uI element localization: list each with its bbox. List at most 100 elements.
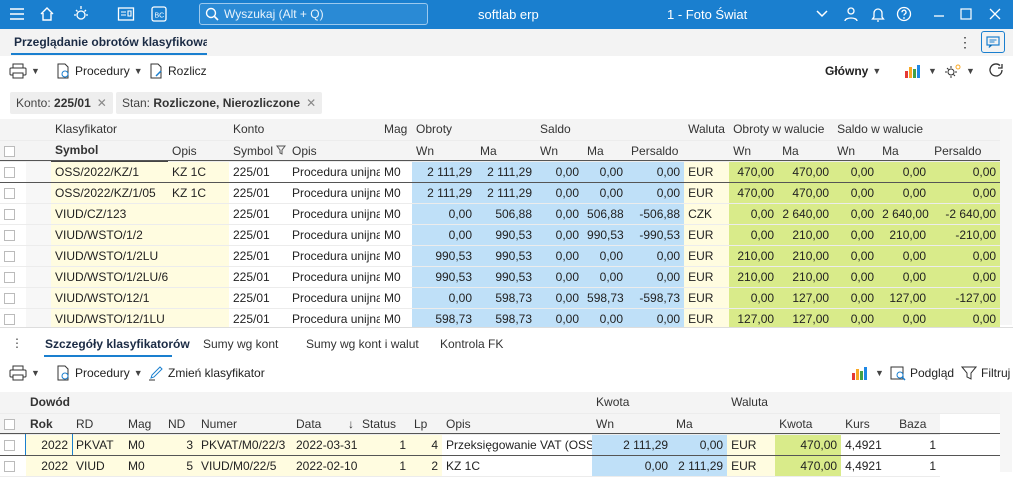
table-row[interactable]: VIUD/WSTO/1/2LU 225/01 Procedura unijna M0 9… [0, 245, 1001, 267]
table-row[interactable]: VIUD/WSTO/12/1 225/01 Procedura unijna M0 0,… [0, 287, 1001, 309]
filter-chip-stan[interactable]: Stan: Rozliczone, Nierozliczone ✕ [116, 92, 323, 114]
column-header[interactable]: Ma [672, 413, 728, 435]
column-header[interactable]: Persaldo [930, 140, 1001, 162]
column-header[interactable] [684, 140, 730, 162]
news-icon[interactable] [115, 4, 137, 24]
row-checkbox[interactable] [0, 287, 26, 309]
column-header[interactable]: Kurs [841, 413, 896, 435]
column-header[interactable]: ND [164, 413, 197, 435]
tab-sumy-wg-kont[interactable]: Sumy wg kont [203, 337, 279, 351]
table-row[interactable]: 2022 PKVAT M0 3 PKVAT/M0/22/3 2022-03-31 1 4 Prz… [0, 433, 1002, 456]
remove-filter-icon[interactable]: ✕ [306, 96, 317, 110]
filter-button[interactable]: Filtruj [961, 365, 1010, 381]
refresh-button[interactable] [987, 62, 1005, 80]
column-header[interactable]: Kwota [775, 413, 842, 435]
tab-szczegoly-klasyfikatorow[interactable]: Szczegóły klasyfikatorów [45, 337, 190, 351]
column-header[interactable]: Wn [833, 140, 879, 162]
column-header[interactable]: Opis [442, 413, 593, 435]
close-icon[interactable] [984, 4, 1006, 24]
filter-chip-konto[interactable]: Konto: 225/01 ✕ [10, 92, 113, 114]
sort-arrow-icon[interactable]: ↓ [348, 416, 354, 431]
table-row[interactable]: VIUD/CZ/123 225/01 Procedura unijna M0 0,00 5… [0, 203, 1001, 225]
column-header[interactable]: Ma [778, 140, 834, 162]
more-options-icon[interactable]: ⋮ [958, 34, 972, 50]
column-header[interactable]: Lp [410, 413, 442, 435]
chevron-down-icon[interactable] [811, 4, 833, 24]
view-selector[interactable]: Główny ▼ [825, 64, 881, 78]
table-cell: 0,00 [592, 455, 673, 477]
settings-button[interactable]: ▼ [944, 63, 975, 79]
row-checkbox[interactable] [0, 266, 26, 288]
home-icon[interactable] [36, 4, 58, 24]
bc-icon[interactable]: BC [148, 4, 170, 24]
column-header[interactable]: Symbol [51, 140, 168, 162]
table-cell: 0,00 [536, 287, 584, 309]
column-header[interactable]: Data ↓ [292, 413, 358, 435]
column-header[interactable] [380, 140, 413, 162]
table-row[interactable]: VIUD/WSTO/1/2 225/01 Procedura unijna M0 0,0… [0, 224, 1001, 246]
print-button[interactable]: ▼ [9, 63, 40, 79]
select-all-checkbox[interactable] [0, 140, 26, 162]
print-button[interactable]: ▼ [9, 365, 40, 381]
user-icon[interactable] [840, 4, 862, 24]
search-input[interactable]: Wyszukaj (Alt + Q) [199, 3, 428, 25]
column-header[interactable]: Persaldo [627, 140, 685, 162]
chat-icon[interactable] [981, 31, 1005, 53]
bell-icon[interactable] [867, 4, 889, 24]
row-checkbox[interactable] [0, 182, 26, 204]
change-classifier-button[interactable]: Zmień klasyfikator [148, 365, 265, 381]
table-row[interactable]: OSS/2022/KZ/1/05 KZ 1C 225/01 Procedura uni… [0, 182, 1001, 204]
company-selector[interactable]: 1 - Foto Świat [667, 7, 748, 22]
table-cell: Przeksięgowanie VAT (OSS) [442, 434, 593, 456]
column-header[interactable]: Wn [412, 140, 477, 162]
help-icon[interactable] [893, 4, 915, 24]
column-header[interactable]: Ma [583, 140, 628, 162]
settle-button[interactable]: Rozlicz [148, 63, 207, 79]
preview-button[interactable]: Podgląd [890, 365, 954, 381]
column-header[interactable]: Opis [288, 140, 381, 162]
column-header[interactable]: Wn [592, 413, 673, 435]
column-header[interactable]: Wn [729, 140, 779, 162]
maximize-icon[interactable] [955, 4, 977, 24]
column-header[interactable]: Ma [878, 140, 931, 162]
row-checkbox[interactable] [0, 455, 26, 477]
column-header[interactable]: Opis [168, 140, 229, 162]
vertical-scrollbar[interactable] [1000, 119, 1012, 325]
more-options-icon[interactable]: ⋮ [11, 336, 23, 350]
column-header[interactable]: RD [72, 413, 124, 435]
table-cell: 210,00 [878, 224, 931, 246]
tab-sumy-wg-kont-i-walut[interactable]: Sumy wg kont i walut [306, 337, 419, 351]
vertical-scrollbar[interactable] [1000, 392, 1012, 472]
column-header[interactable]: Mag [124, 413, 164, 435]
row-checkbox[interactable] [0, 245, 26, 267]
column-filter-icon[interactable] [273, 144, 287, 158]
hamburger-menu-icon[interactable] [6, 4, 28, 24]
procedures-button[interactable]: Procedury ▼ [55, 63, 143, 79]
row-checkbox[interactable] [0, 203, 26, 225]
chart-button[interactable]: ▼ [851, 365, 884, 381]
remove-filter-icon[interactable]: ✕ [96, 96, 107, 110]
row-checkbox[interactable] [0, 224, 26, 246]
chart-button[interactable]: ▼ [904, 63, 937, 79]
table-row[interactable]: OSS/2022/KZ/1 KZ 1C 225/01 Procedura unijna… [0, 160, 1002, 183]
column-header[interactable] [727, 413, 776, 435]
column-header[interactable]: Ma [476, 140, 537, 162]
row-checkbox[interactable] [0, 308, 26, 330]
procedures-button[interactable]: Procedury ▼ [55, 365, 143, 381]
column-header[interactable]: Rok [26, 413, 72, 435]
sun-icon[interactable] [70, 4, 92, 24]
column-header[interactable]: Status [358, 413, 410, 435]
column-header[interactable]: Symbol [229, 140, 288, 162]
row-checkbox[interactable] [0, 161, 26, 183]
table-row[interactable]: 2022 VIUD M0 5 VIUD/M0/22/5 2022-02-10 1 2 KZ 1C… [0, 455, 1000, 477]
column-header[interactable]: Wn [536, 140, 584, 162]
table-row[interactable]: VIUD/WSTO/12/1LU 225/01 Procedura unijna M0… [0, 308, 1001, 330]
minimize-icon[interactable] [928, 4, 950, 24]
tab-kontrola-fk[interactable]: Kontrola FK [440, 337, 504, 351]
tab-przegladanie-obrotow[interactable]: Przeglądanie obrotów klasyfikowanych [14, 35, 207, 49]
row-checkbox[interactable] [0, 434, 26, 456]
column-header[interactable]: Numer [197, 413, 292, 435]
select-all-checkbox[interactable] [0, 413, 26, 435]
table-row[interactable]: VIUD/WSTO/1/2LU/6 225/01 Procedura unijna M… [0, 266, 1001, 288]
column-header[interactable]: Baza [895, 413, 941, 435]
